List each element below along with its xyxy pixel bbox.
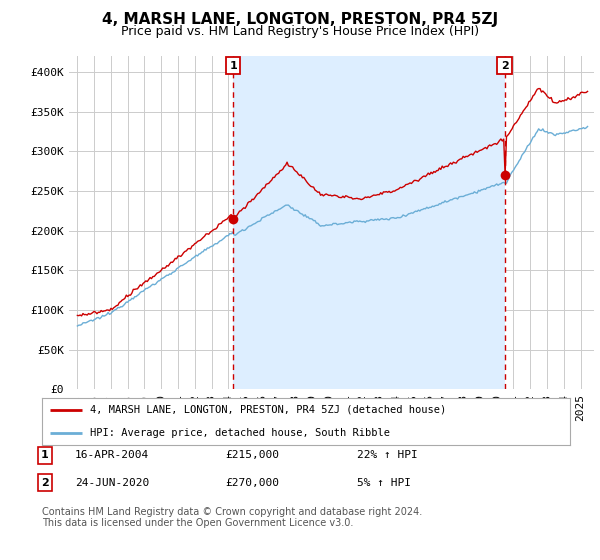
Text: 4, MARSH LANE, LONGTON, PRESTON, PR4 5ZJ (detached house): 4, MARSH LANE, LONGTON, PRESTON, PR4 5ZJ…	[89, 404, 446, 414]
Text: £270,000: £270,000	[225, 478, 279, 488]
Text: 4, MARSH LANE, LONGTON, PRESTON, PR4 5ZJ: 4, MARSH LANE, LONGTON, PRESTON, PR4 5ZJ	[102, 12, 498, 27]
Text: 24-JUN-2020: 24-JUN-2020	[75, 478, 149, 488]
Bar	[233, 56, 505, 389]
Text: 16-APR-2004: 16-APR-2004	[75, 450, 149, 460]
Text: HPI: Average price, detached house, South Ribble: HPI: Average price, detached house, Sout…	[89, 428, 389, 438]
Text: 5% ↑ HPI: 5% ↑ HPI	[357, 478, 411, 488]
Text: 22% ↑ HPI: 22% ↑ HPI	[357, 450, 418, 460]
Text: 2: 2	[41, 478, 49, 488]
Text: Contains HM Land Registry data © Crown copyright and database right 2024.
This d: Contains HM Land Registry data © Crown c…	[42, 507, 422, 529]
Text: 2: 2	[501, 60, 508, 71]
Text: Price paid vs. HM Land Registry's House Price Index (HPI): Price paid vs. HM Land Registry's House …	[121, 25, 479, 38]
Text: 1: 1	[41, 450, 49, 460]
Text: 1: 1	[229, 60, 237, 71]
Text: £215,000: £215,000	[225, 450, 279, 460]
